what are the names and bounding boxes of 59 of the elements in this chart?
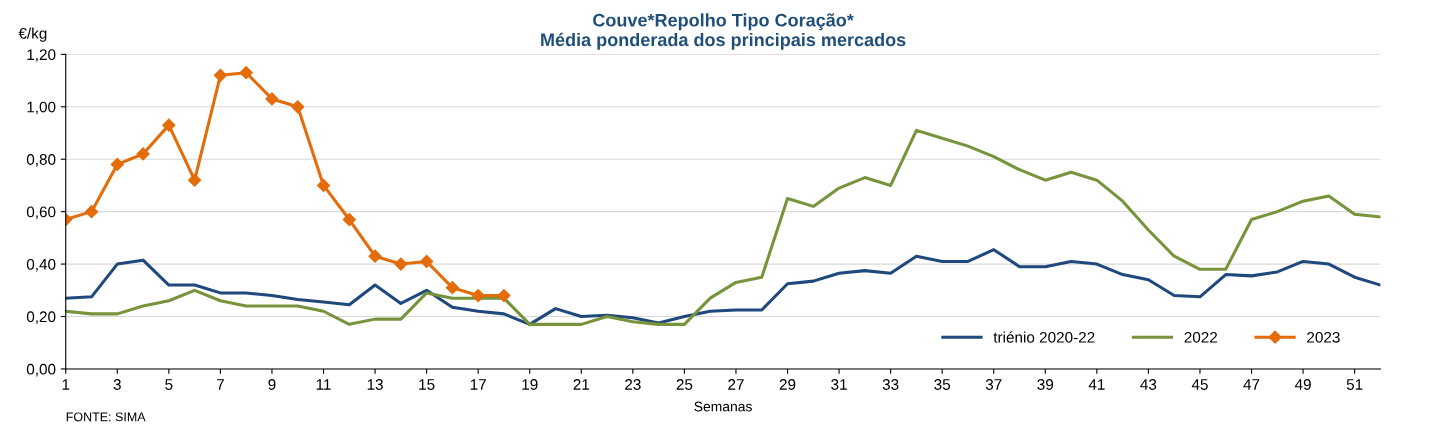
x-tick-label: 31 (831, 379, 847, 390)
y-tick-label: 0,40 (26, 258, 56, 272)
x-tick-label: 7 (216, 379, 224, 390)
x-tick-label: 39 (1037, 379, 1054, 390)
point (368, 249, 382, 263)
x-tick-label: 35 (934, 379, 951, 390)
x-tick-label: 41 (1088, 379, 1105, 390)
x-tick-label: 1 (62, 379, 70, 390)
point (497, 288, 511, 303)
x-tick-label: 33 (882, 379, 899, 390)
x-tick-label: 47 (1243, 379, 1260, 390)
point (445, 281, 459, 295)
x-tick-label: 27 (728, 379, 744, 390)
y-tick-label: 0,80 (26, 154, 56, 167)
legend-label: 2022 (1184, 331, 1218, 343)
point (420, 254, 434, 269)
y-tick-label: 0,20 (26, 311, 56, 324)
legend-label: 2023 (1307, 331, 1340, 343)
x-tick-label: 5 (165, 379, 173, 390)
x-tick-label: 3 (113, 379, 121, 390)
x-tick-label: 23 (625, 379, 641, 390)
x-tick-label: 9 (268, 379, 276, 390)
point (84, 205, 99, 219)
line-series (65, 248, 1381, 326)
x-tick-label: 29 (779, 379, 796, 390)
point (239, 66, 253, 80)
point (265, 92, 279, 106)
x-axis-title: Semanas (694, 401, 752, 412)
x-tick-label: 15 (419, 379, 435, 390)
x-tick-label: 11 (316, 379, 331, 390)
x-tick-label: 43 (1140, 379, 1157, 390)
x-tick-label: 49 (1294, 379, 1311, 390)
line-series (65, 128, 1381, 326)
y-tick-label: 0,00 (26, 363, 56, 377)
y-tick-label: 0,60 (26, 206, 56, 220)
x-tick-label: 45 (1191, 379, 1208, 390)
source-note: FONTE: SIMA (66, 412, 146, 422)
x-tick-label: 37 (985, 379, 1002, 390)
x-tick-label: 25 (676, 379, 693, 390)
point (188, 173, 202, 187)
point (213, 68, 227, 82)
point (136, 147, 150, 161)
x-tick-label: 17 (470, 379, 486, 390)
x-tick-label: 13 (367, 379, 383, 390)
legend-label: triénio 2020-22 (993, 331, 1095, 343)
x-tick-label: 21 (573, 379, 590, 390)
point (162, 118, 176, 132)
point (394, 257, 408, 271)
point (291, 100, 305, 114)
point (471, 288, 485, 303)
point (110, 157, 124, 172)
point (342, 212, 356, 227)
y-axis-title: €/kg (18, 27, 47, 42)
y-tick-label: 1,20 (27, 49, 56, 62)
y-tick-label: 1,00 (27, 101, 56, 115)
x-tick-label: 19 (522, 379, 538, 390)
point (316, 178, 331, 193)
chart-title: Couve*Repolho Tipo Coração* Média ponderada dos principais mercados (541, 13, 906, 50)
x-tick-label: 51 (1346, 379, 1363, 390)
